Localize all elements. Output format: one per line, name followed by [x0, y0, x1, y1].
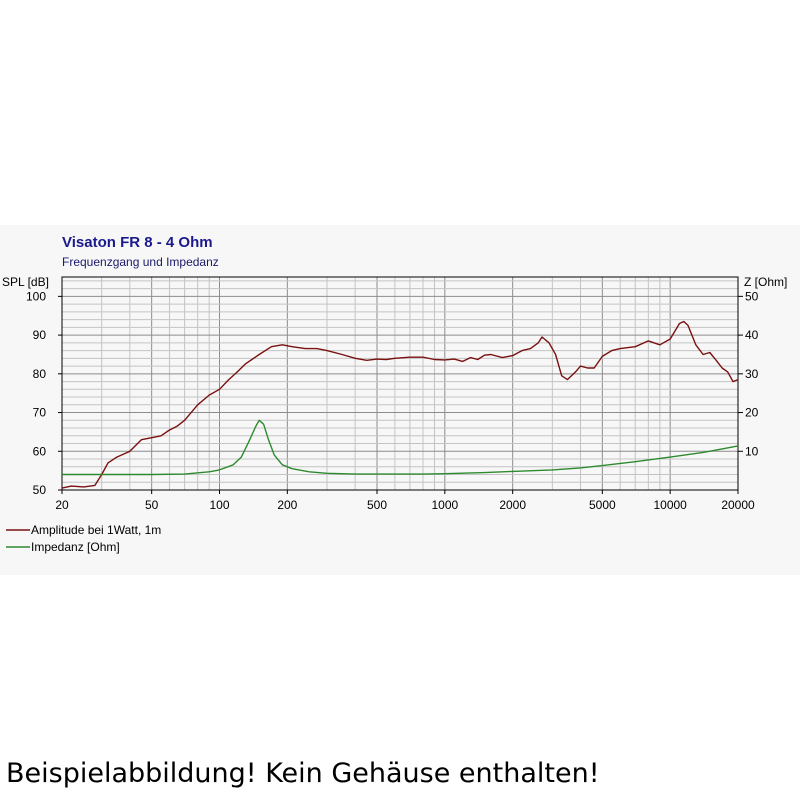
frequency-response-chart: Visaton FR 8 - 4 Ohm Frequenzgang und Im…: [2, 234, 787, 554]
x-tick-label: 100: [209, 498, 229, 512]
y-right-tick-label: 20: [745, 406, 759, 420]
chart-title: Visaton FR 8 - 4 Ohm: [62, 234, 213, 251]
x-tick-label: 2000: [499, 498, 526, 512]
y-left-tick-label: 90: [33, 328, 47, 342]
y-left-axis-label: SPL [dB]: [2, 275, 49, 289]
chart-panel: Visaton FR 8 - 4 Ohm Frequenzgang und Im…: [0, 225, 800, 575]
x-tick-label: 20000: [721, 498, 755, 512]
y-right-axis-label: Z [Ohm]: [744, 275, 787, 289]
caption: Beispielabbildung! Kein Gehäuse enthalte…: [6, 758, 600, 789]
plot-frame: [61, 276, 739, 491]
x-tick-label: 5000: [589, 498, 616, 512]
chart-subtitle: Frequenzgang und Impedanz: [62, 255, 219, 269]
axis-ticks: 20 50 100 200 500 1000 2000 5000 10000 20000 50 60 7…: [26, 289, 759, 512]
legend-label: Amplitude bei 1Watt, 1m: [31, 523, 161, 537]
legend: Amplitude bei 1Watt, 1m Impedanz [Ohm]: [6, 523, 161, 554]
x-tick-label: 1000: [431, 498, 458, 512]
y-left-tick-label: 100: [26, 289, 46, 303]
x-tick-label: 200: [277, 498, 297, 512]
series-lines: [61, 320, 739, 489]
y-left-tick-label: 60: [33, 444, 47, 458]
x-tick-label: 20: [55, 498, 69, 512]
y-right-tick-label: 50: [745, 289, 759, 303]
series-line-amplitude: [61, 320, 739, 489]
x-tick-label: 500: [367, 498, 387, 512]
series-line-impedance: [62, 419, 739, 476]
grid: [61, 277, 739, 490]
y-left-tick-label: 80: [33, 367, 47, 381]
y-left-tick-label: 50: [33, 483, 47, 497]
x-tick-label: 10000: [653, 498, 687, 512]
y-right-tick-label: 40: [745, 328, 759, 342]
x-tick-label: 50: [145, 498, 159, 512]
y-left-tick-label: 70: [33, 406, 47, 420]
y-right-tick-label: 30: [745, 367, 759, 381]
y-right-tick-label: 10: [745, 444, 759, 458]
legend-label: Impedanz [Ohm]: [31, 540, 120, 554]
